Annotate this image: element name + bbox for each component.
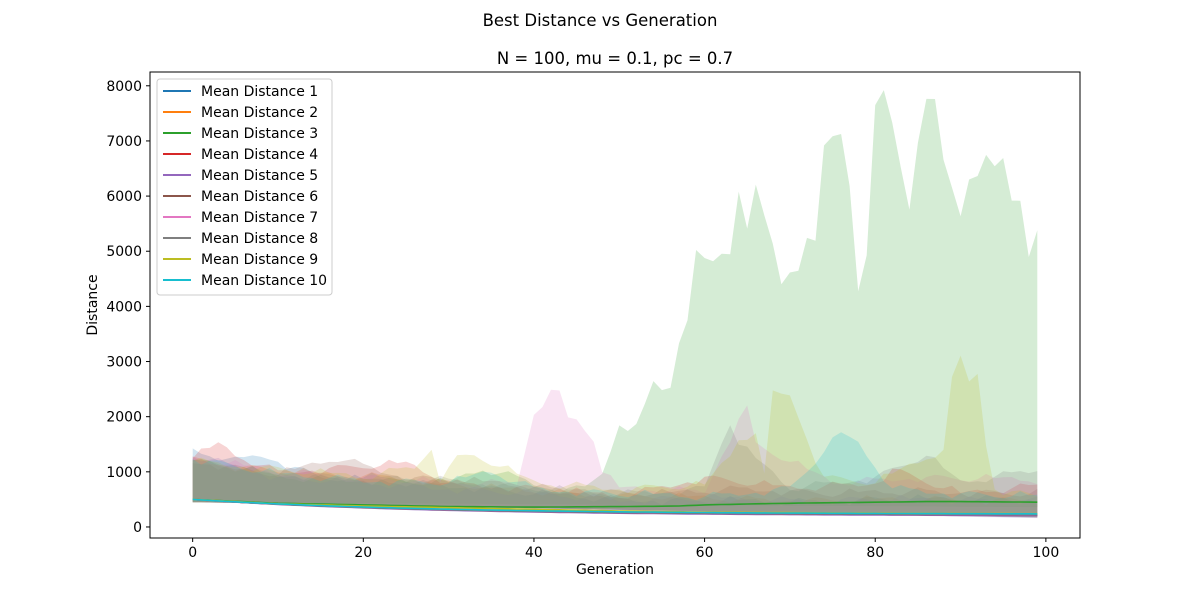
band-10 [192,432,1038,517]
legend-label-8: Mean Distance 8 [201,231,318,247]
plot-area: 0 20 40 60 80 1000100020003000400050006000700… [106,71,1081,561]
legend: Mean Distance 1 Mean Distance 2 Mean Dista… [156,78,333,296]
chart-suptitle: Best Distance vs Generation [483,11,718,30]
legend-label-9: Mean Distance 9 [201,252,318,268]
x-tick-label-0: 0 [188,545,197,561]
legend-label-6: Mean Distance 6 [201,189,318,205]
legend-label-1: Mean Distance 1 [201,84,318,100]
x-tick-label-80: 80 [866,545,884,561]
y-tick-label-0: 0 [133,520,142,536]
x-tick-label-60: 60 [696,545,714,561]
legend-label-2: Mean Distance 2 [201,105,318,121]
x-tick-label-100: 100 [1033,545,1060,561]
y-tick-label-6000: 6000 [106,189,142,205]
band-8 [192,425,1038,518]
band-7 [192,389,1038,517]
x-axis-label: Generation [576,562,654,578]
chart-title: N = 100, mu = 0.1, pc = 0.7 [497,49,733,68]
y-tick-label-1000: 1000 [106,465,142,481]
band-3 [192,90,1038,508]
band-2 [192,456,1038,517]
band-9 [192,355,1038,517]
band-4 [192,442,1038,518]
y-tick-label-2000: 2000 [106,410,142,426]
legend-label-4: Mean Distance 4 [201,147,318,163]
y-tick-label-3000: 3000 [106,355,142,371]
axes-frame [149,71,1081,539]
series-line-3 [192,498,1038,508]
x-tick-label-40: 40 [525,545,543,561]
y-tick-label-7000: 7000 [106,134,142,150]
y-tick-label-8000: 8000 [106,79,142,95]
legend-box [156,78,333,296]
legend-label-5: Mean Distance 5 [201,168,318,184]
legend-label-3: Mean Distance 3 [201,126,318,142]
band-1 [192,448,1038,518]
y-tick-label-4000: 4000 [106,299,142,315]
series-line-10 [192,498,1038,515]
x-tick-label-20: 20 [354,545,372,561]
legend-label-10: Mean Distance 10 [201,273,327,289]
legend-label-7: Mean Distance 7 [201,210,318,226]
y-tick-label-5000: 5000 [106,244,142,260]
y-axis-label: Distance [85,274,101,335]
